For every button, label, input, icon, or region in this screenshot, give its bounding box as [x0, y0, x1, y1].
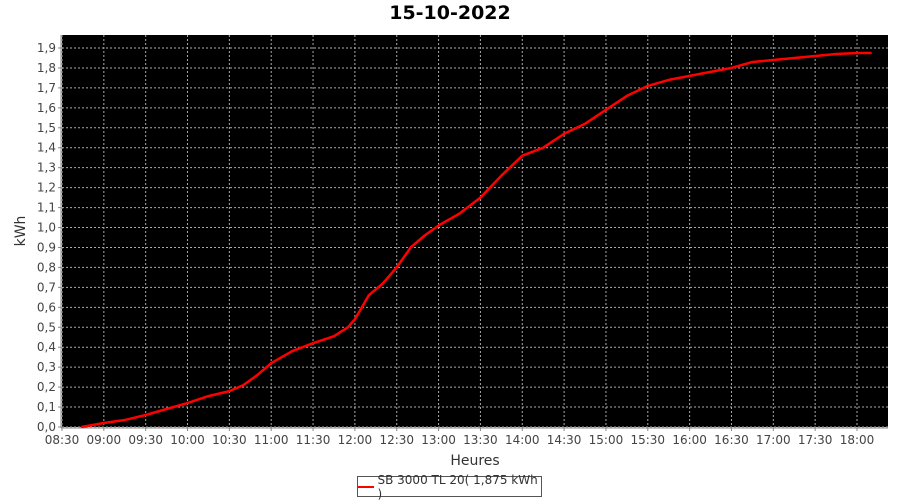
data-point — [409, 246, 412, 249]
y-tick-label: 1,0 — [37, 221, 56, 235]
data-point — [207, 395, 210, 398]
y-tick-label: 0,8 — [37, 260, 56, 274]
legend-swatch — [358, 485, 374, 488]
y-tick-label: 1,9 — [37, 41, 56, 55]
data-point — [500, 174, 503, 177]
x-tick-label: 14:00 — [505, 433, 540, 447]
data-point — [793, 56, 796, 59]
y-tick-label: 0,0 — [37, 420, 56, 434]
data-point — [437, 224, 440, 227]
x-tick-label: 14:30 — [547, 433, 582, 447]
data-point — [709, 70, 712, 73]
data-point — [360, 306, 363, 309]
y-tick-label: 1,7 — [37, 81, 56, 95]
data-point — [256, 374, 259, 377]
data-point — [346, 326, 349, 329]
data-point — [667, 78, 670, 81]
data-point — [228, 390, 231, 393]
data-point — [772, 58, 775, 61]
x-tick-label: 13:30 — [463, 433, 498, 447]
x-tick-label: 09:00 — [87, 433, 122, 447]
data-point — [458, 212, 461, 215]
data-point — [353, 318, 356, 321]
y-tick-label: 1,1 — [37, 201, 56, 215]
x-tick-label: 12:30 — [379, 433, 414, 447]
data-point — [479, 196, 482, 199]
data-point — [835, 52, 838, 55]
data-point — [688, 74, 691, 77]
data-point — [80, 426, 83, 428]
y-tick-label: 1,3 — [37, 161, 56, 175]
data-point — [604, 108, 607, 111]
data-point — [625, 94, 628, 97]
y-tick-label: 0,2 — [37, 380, 56, 394]
data-point — [584, 122, 587, 125]
data-point — [102, 422, 105, 425]
x-tick-label: 10:00 — [170, 433, 205, 447]
data-point — [730, 66, 733, 69]
x-tick-label: 10:30 — [212, 433, 247, 447]
data-point — [646, 84, 649, 87]
data-point — [144, 414, 147, 417]
legend-label: SB 3000 TL 20( 1,875 kWh ) — [377, 472, 538, 501]
legend: SB 3000 TL 20( 1,875 kWh ) — [357, 473, 542, 501]
data-point — [270, 362, 273, 365]
x-tick-label: 16:00 — [672, 433, 707, 447]
x-axis-label: Heures — [450, 453, 499, 469]
data-point — [423, 234, 426, 237]
x-tick-label: 18:00 — [840, 433, 875, 447]
series-line — [81, 51, 871, 429]
x-tick-label: 11:00 — [254, 433, 289, 447]
x-tick-label: 16:30 — [714, 433, 749, 447]
y-tick-label: 1,6 — [37, 101, 56, 115]
y-tick-label: 0,7 — [37, 280, 56, 294]
x-tick-label: 15:30 — [630, 433, 665, 447]
data-point — [123, 419, 126, 422]
data-point — [395, 266, 398, 269]
y-tick-label: 0,1 — [37, 400, 56, 414]
y-tick-label: 1,4 — [37, 141, 56, 155]
x-tick-label: 08:30 — [45, 433, 80, 447]
y-tick-label: 0,9 — [37, 240, 56, 254]
y-tick-label: 0,4 — [37, 340, 56, 354]
chart-title: 15-10-2022 — [389, 2, 511, 24]
y-axis-label: kWh — [13, 216, 29, 247]
y-tick-label: 0,6 — [37, 300, 56, 314]
x-tick-label: 12:00 — [338, 433, 373, 447]
x-tick-label: 11:30 — [296, 433, 331, 447]
x-tick-label: 17:00 — [756, 433, 791, 447]
x-tick-label: 15:00 — [589, 433, 624, 447]
data-point — [186, 402, 189, 405]
data-point — [869, 51, 872, 54]
data-point — [751, 60, 754, 63]
data-point — [312, 342, 315, 345]
x-tick-label: 17:30 — [798, 433, 833, 447]
y-tick-label: 0,3 — [37, 360, 56, 374]
data-point — [367, 294, 370, 297]
x-tick-label: 09:30 — [128, 433, 163, 447]
y-tick-label: 1,8 — [37, 61, 56, 75]
data-point — [242, 384, 245, 387]
data-point — [381, 282, 384, 285]
data-point — [542, 146, 545, 149]
y-tick-label: 1,2 — [37, 181, 56, 195]
y-tick-label: 1,5 — [37, 121, 56, 135]
data-point — [521, 154, 524, 157]
data-point — [856, 51, 858, 54]
plot-svg: 0,0 0,1 0,2 0,3 0,4 0,5 0,6 0,7 0,8 0,9 1,0 1,1 1,2 1… — [13, 35, 888, 469]
data-point — [563, 132, 566, 135]
data-point — [814, 54, 817, 57]
data-point — [165, 408, 168, 411]
y-tick-label: 0,5 — [37, 320, 56, 334]
data-point — [332, 335, 335, 338]
data-point — [291, 350, 294, 353]
plot-background — [62, 35, 888, 427]
x-tick-label: 13:00 — [421, 433, 456, 447]
